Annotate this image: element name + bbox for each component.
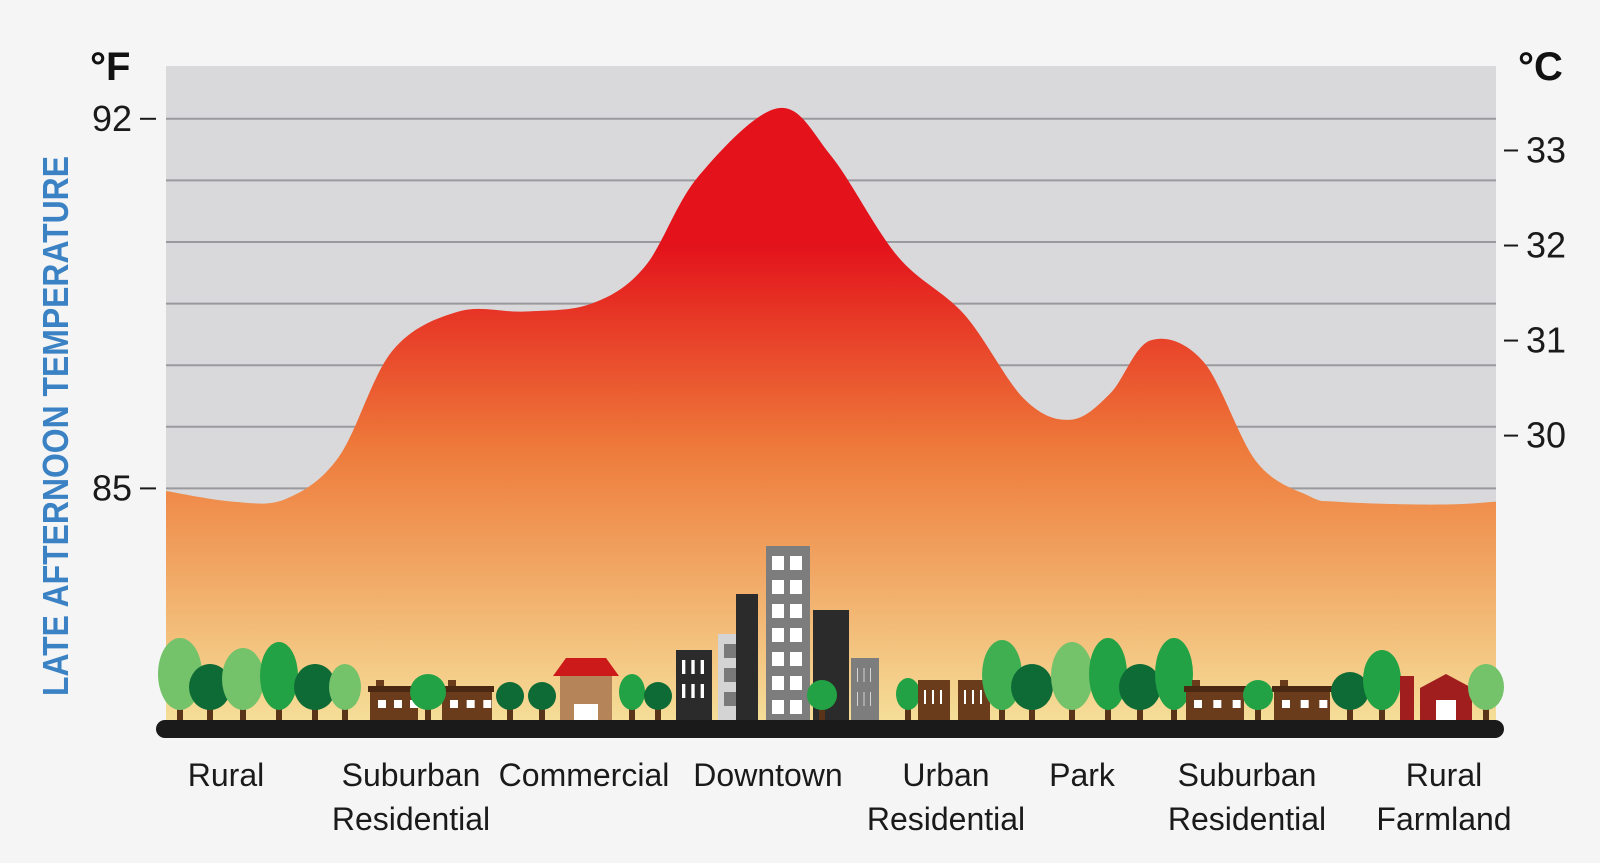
tree-icon (1155, 638, 1193, 722)
ground-bar (156, 720, 1504, 738)
house-icon (1184, 680, 1246, 722)
tree-icon (189, 664, 231, 722)
category-label: Suburban (342, 757, 481, 793)
house-icon (440, 680, 494, 722)
category-label: Residential (867, 801, 1025, 837)
category-label: Park (1049, 757, 1116, 793)
tree-icon (528, 682, 556, 722)
land-use-illustration (158, 546, 1504, 722)
temperature-area (166, 107, 1496, 727)
tree-icon (1051, 642, 1093, 722)
tree-icon (619, 674, 645, 722)
category-label: Urban (902, 757, 989, 793)
right-tick-label: 33 (1526, 129, 1566, 170)
tree-icon (260, 642, 298, 722)
tree-icon (496, 682, 524, 722)
category-label: Downtown (693, 757, 842, 793)
y-axis-label: LATE AFTERNOON TEMPERATURE (35, 156, 76, 696)
left-axis-fahrenheit: 92 85 (92, 98, 156, 508)
right-unit-label: °C (1518, 45, 1563, 89)
building-icon (736, 594, 758, 722)
store-icon (553, 658, 619, 722)
category-label: Farmland (1376, 801, 1511, 837)
building-icon (851, 658, 879, 722)
tree-icon (410, 674, 446, 722)
building-icon (676, 650, 712, 722)
house-icon (368, 680, 420, 722)
category-label: Residential (332, 801, 490, 837)
tree-icon (1363, 650, 1401, 722)
right-tick-label: 32 (1526, 225, 1566, 266)
left-unit-label: °F (90, 45, 130, 89)
tree-icon (896, 678, 920, 722)
tree-icon (1243, 680, 1273, 722)
category-label: Rural (1406, 757, 1482, 793)
house-icon (1272, 680, 1332, 722)
left-tick-label: 85 (92, 467, 132, 508)
building-icon (766, 546, 810, 722)
right-tick-label: 30 (1526, 415, 1566, 456)
tree-icon (1089, 638, 1127, 722)
right-tick-label: 31 (1526, 320, 1566, 361)
tree-icon (1011, 664, 1053, 722)
tree-icon (329, 664, 361, 722)
tree-icon (644, 682, 672, 722)
tree-icon (1468, 664, 1504, 722)
right-axis-celsius: 33 32 31 30 (1504, 129, 1566, 456)
category-label: Residential (1168, 801, 1326, 837)
tree-icon (807, 680, 837, 722)
tree-icon (294, 664, 336, 722)
left-tick-label: 92 (92, 98, 132, 139)
building-icon (918, 680, 950, 722)
barn-icon (1400, 674, 1472, 722)
tree-icon (1119, 664, 1161, 722)
category-label: Commercial (499, 757, 670, 793)
category-label: Suburban (1178, 757, 1317, 793)
tree-icon (1331, 672, 1369, 722)
category-label: Rural (188, 757, 264, 793)
tree-icon (222, 648, 264, 722)
